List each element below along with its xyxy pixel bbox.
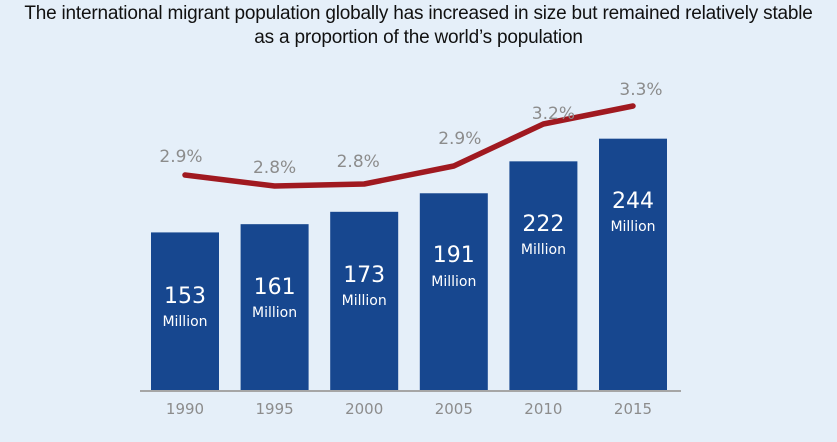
bar-value-label: 244 — [612, 189, 654, 214]
bar-unit-label: Million — [521, 242, 566, 258]
line-value-label: 2.8% — [253, 158, 296, 178]
x-tick-label: 2005 — [435, 400, 473, 418]
bar-value-label: 222 — [522, 212, 564, 237]
bar-2010 — [509, 161, 578, 390]
bar-value-label: 161 — [254, 275, 296, 300]
bar-2005 — [419, 193, 488, 390]
line-layer: 2.9% 2.8% 2.8% 2.9% 3.2% 3.3% — [159, 80, 663, 189]
x-tick-label: 2000 — [345, 400, 383, 418]
bar-value-label: 191 — [433, 243, 475, 268]
bar-unit-label: Million — [610, 219, 655, 235]
bar-unit-label: Million — [431, 274, 476, 290]
bar-2000 — [330, 211, 399, 390]
x-tick-label: 2015 — [614, 400, 652, 418]
bar-1990 — [151, 232, 219, 390]
line-value-label: 2.9% — [159, 147, 202, 167]
bar-1995 — [240, 224, 309, 390]
chart-title-line-1: The international migrant population glo… — [24, 3, 813, 24]
bars-layer: 153 Million 161 Million 173 Million 191 Million… — [151, 138, 667, 390]
bar-unit-label: Million — [162, 314, 207, 330]
line-value-label: 3.3% — [619, 80, 662, 100]
line-value-label: 2.9% — [438, 129, 481, 149]
line-value-label: 2.8% — [337, 152, 380, 172]
bar-unit-label: Million — [252, 305, 297, 321]
bar-unit-label: Million — [342, 293, 387, 309]
x-tick-labels: 1990 1995 2000 2005 2010 2015 — [166, 400, 652, 418]
bar-value-label: 153 — [164, 284, 206, 309]
share-line — [182, 103, 636, 189]
bar-value-label: 173 — [343, 263, 385, 288]
bar-2015 — [599, 138, 667, 390]
chart-title-line-2: as a proportion of the world’s populatio… — [254, 27, 583, 48]
x-tick-label: 2010 — [524, 400, 562, 418]
x-tick-label: 1990 — [166, 400, 204, 418]
line-value-label: 3.2% — [532, 104, 575, 124]
chart-title: The international migrant population glo… — [0, 2, 837, 50]
x-tick-label: 1995 — [256, 400, 294, 418]
